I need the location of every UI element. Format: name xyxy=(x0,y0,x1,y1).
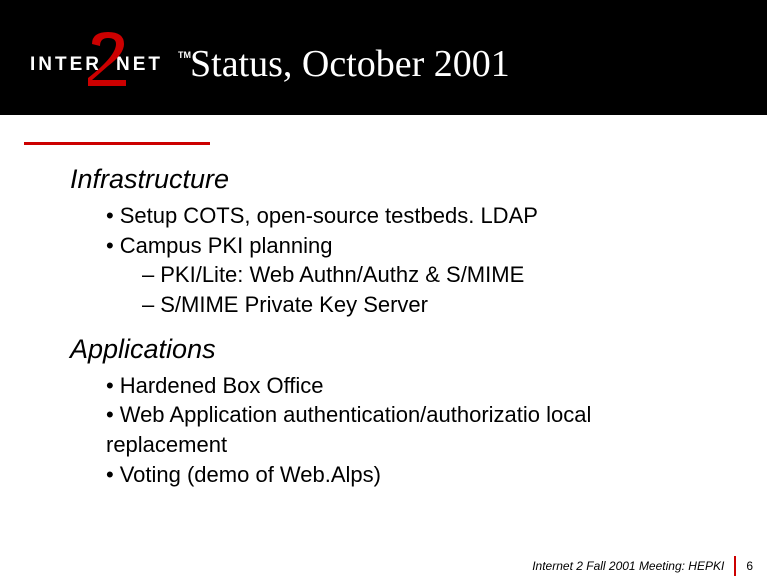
accent-line xyxy=(24,142,210,145)
slide-title: Status, October 2001 xyxy=(190,42,510,86)
list-item: •Voting (demo of Web.Alps) xyxy=(106,460,700,490)
list-item: •Hardened Box Office xyxy=(106,371,700,401)
sub-bullet-text: S/MIME Private Key Server xyxy=(160,292,428,317)
sub-bullet-list: –PKI/Lite: Web Authn/Authz & S/MIME –S/M… xyxy=(142,260,700,319)
list-item: –S/MIME Private Key Server xyxy=(142,290,700,320)
footer-divider xyxy=(734,556,736,576)
footer-text: Internet 2 Fall 2001 Meeting: HEPKI xyxy=(532,559,724,573)
footer: Internet 2 Fall 2001 Meeting: HEPKI 6 xyxy=(532,556,753,576)
bullet-list: •Setup COTS, open-source testbeds. LDAP … xyxy=(106,201,700,320)
bullet-text: Hardened Box Office xyxy=(120,373,324,398)
bullet-text: Setup COTS, open-source testbeds. LDAP xyxy=(120,203,538,228)
list-item: •Setup COTS, open-source testbeds. LDAP xyxy=(106,201,700,231)
bullet-text: Voting (demo of Web.Alps) xyxy=(120,462,381,487)
internet2-logo: INTER NET TM xyxy=(30,38,160,93)
slide: INTER NET TM Status, October 2001 Infras… xyxy=(0,0,767,586)
logo-2-icon xyxy=(88,28,130,88)
list-item: •Campus PKI planning xyxy=(106,231,700,261)
bullet-text: Campus PKI planning xyxy=(120,233,333,258)
section-heading-applications: Applications xyxy=(70,334,700,365)
content-area: Infrastructure •Setup COTS, open-source … xyxy=(70,164,700,504)
list-item: –PKI/Lite: Web Authn/Authz & S/MIME xyxy=(142,260,700,290)
bullet-list: •Hardened Box Office •Web Application au… xyxy=(106,371,700,490)
bullet-text: Web Application authentication/authoriza… xyxy=(106,402,591,457)
section-heading-infrastructure: Infrastructure xyxy=(70,164,700,195)
list-item: •Web Application authentication/authoriz… xyxy=(106,400,700,459)
page-number: 6 xyxy=(746,559,753,573)
sub-bullet-text: PKI/Lite: Web Authn/Authz & S/MIME xyxy=(160,262,524,287)
